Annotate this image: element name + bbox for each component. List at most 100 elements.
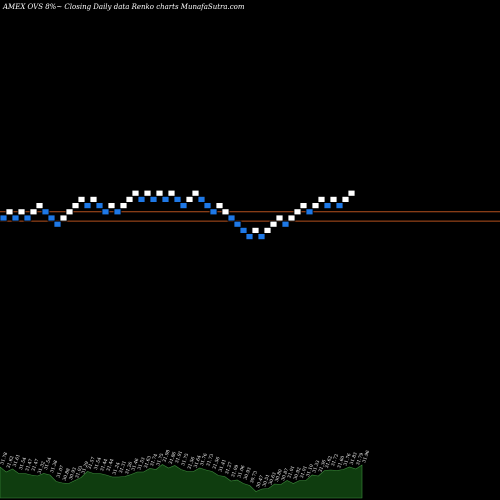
brick-down-54: [323, 202, 332, 210]
volume-label-41: 30.47: [255, 474, 265, 488]
brick-down-43: [257, 233, 266, 241]
volume-label-29: 31.75: [180, 452, 190, 466]
volume-label-15: 31.54: [93, 456, 103, 470]
brick-up-31: [185, 195, 194, 203]
brick-down-47: [281, 220, 290, 228]
volume-label-17: 31.44: [105, 458, 115, 472]
brick-up-58: [347, 189, 356, 197]
brick-up-24: [143, 189, 152, 197]
volume-label-14: 31.57: [87, 456, 97, 470]
volume-label-20: 31.26: [124, 461, 134, 475]
brick-up-53: [317, 195, 326, 203]
brick-up-12: [71, 202, 80, 210]
volume-area: [0, 464, 363, 499]
brick-down-27: [161, 195, 170, 203]
volume-label-6: 31.32: [37, 460, 47, 474]
volume-label-26: 31.98: [162, 449, 172, 463]
volume-label-48: 31.01: [299, 465, 309, 479]
brick-down-25: [149, 195, 158, 203]
volume-label-27: 31.86: [168, 451, 178, 465]
volume-label-33: 31.73: [205, 453, 215, 467]
brick-down-4: [23, 214, 32, 222]
brick-up-6: [35, 202, 44, 210]
volume-label-57: 31.79: [355, 452, 365, 466]
volume-label-43: 30.63: [268, 471, 278, 485]
brick-up-52: [311, 202, 320, 210]
brick-up-18: [107, 202, 116, 210]
volume-label-51: 31.36: [318, 459, 328, 473]
volume-label-39: 30.93: [243, 466, 253, 480]
volume-label-24: 31.74: [149, 453, 159, 467]
brick-down-40: [239, 226, 248, 234]
volume-label-16: 31.44: [99, 458, 109, 472]
volume-panel: 31.7831.6231.6131.5431.4731.4731.3231.54…: [0, 449, 371, 499]
volume-label-18: 31.24: [112, 461, 122, 475]
brick-down-9: [53, 220, 62, 228]
volume-label-47: 30.92: [293, 466, 303, 480]
volume-label-46: 31.01: [286, 465, 296, 479]
brick-down-41: [245, 233, 254, 241]
chart-title: AMEX OVS 8%~ Closing Daily data Renko ch…: [2, 3, 245, 11]
volume-label-37: 31.09: [230, 464, 240, 478]
brick-down-14: [83, 202, 92, 210]
volume-label-4: 31.47: [24, 458, 34, 472]
volume-label-10: 30.88: [62, 467, 72, 481]
brick-up-28: [167, 189, 176, 197]
volume-label-28: 31.91: [174, 450, 184, 464]
brick-down-0: [0, 214, 8, 222]
volume-label-54: 31.60: [336, 455, 346, 469]
brick-down-38: [227, 214, 236, 222]
brick-up-5: [29, 208, 38, 216]
brick-down-34: [203, 202, 212, 210]
brick-up-55: [329, 195, 338, 203]
volume-label-40: 30.73: [249, 470, 259, 484]
volume-label-44: 30.80: [274, 468, 284, 482]
brick-up-10: [59, 214, 68, 222]
brick-down-8: [47, 214, 56, 222]
volume-label-56: 31.83: [349, 451, 359, 465]
volume-label-53: 31.72: [330, 453, 340, 467]
brick-down-2: [11, 214, 20, 222]
brick-down-17: [101, 208, 110, 216]
brick-up-49: [293, 208, 302, 216]
volume-label-0: 31.78: [0, 451, 9, 465]
brick-down-33: [197, 195, 206, 203]
brick-up-36: [215, 202, 224, 210]
brick-up-21: [125, 195, 134, 203]
brick-up-15: [89, 195, 98, 203]
brick-up-46: [275, 214, 284, 222]
brick-down-23: [137, 195, 146, 203]
brick-down-19: [113, 208, 122, 216]
volume-label-3: 31.54: [18, 456, 28, 470]
brick-down-29: [173, 195, 182, 203]
brick-up-50: [299, 202, 308, 210]
brick-down-39: [233, 220, 242, 228]
brick-up-37: [221, 208, 230, 216]
volume-label-25: 31.75: [155, 452, 165, 466]
brick-up-44: [263, 226, 272, 234]
volume-label-7: 31.54: [43, 456, 53, 470]
volume-label-2: 31.61: [12, 453, 22, 467]
volume-label-50: 31.33: [311, 459, 321, 473]
renko-bricks: [0, 189, 356, 241]
volume-label-30: 31.56: [186, 456, 196, 470]
brick-up-3: [17, 208, 26, 216]
volume-label-9: 31.07: [55, 464, 65, 478]
brick-up-13: [77, 195, 86, 203]
volume-label-8: 31.38: [49, 459, 59, 473]
brick-up-32: [191, 189, 200, 197]
volume-label-22: 31.53: [137, 456, 147, 470]
volume-label-1: 31.62: [5, 455, 15, 469]
brick-down-7: [41, 208, 50, 216]
brick-up-20: [119, 202, 128, 210]
brick-down-30: [179, 202, 188, 210]
volume-label-5: 31.47: [30, 458, 40, 472]
brick-down-56: [335, 202, 344, 210]
brick-up-57: [341, 195, 350, 203]
brick-up-11: [65, 208, 74, 216]
brick-up-1: [5, 208, 14, 216]
volume-label-34: 31.56: [211, 456, 221, 470]
volume-label-11: 30.93: [68, 466, 78, 480]
volume-label-58: 31.96: [361, 449, 371, 463]
